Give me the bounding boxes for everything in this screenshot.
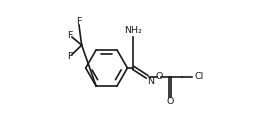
Text: O: O [166,97,173,106]
Text: Cl: Cl [194,72,203,81]
Text: F: F [67,52,73,61]
Text: N: N [147,77,154,86]
Text: NH₂: NH₂ [125,26,143,35]
Text: F: F [67,31,72,40]
Text: F: F [76,18,81,27]
Text: O: O [155,72,163,81]
